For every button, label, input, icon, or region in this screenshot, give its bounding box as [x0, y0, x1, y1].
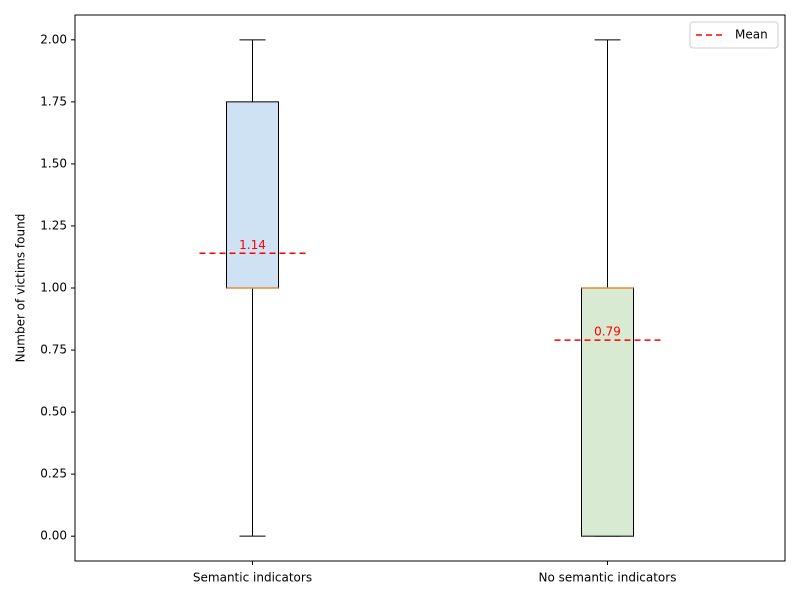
y-tick-label: 0.75 — [40, 343, 67, 357]
mean-label: 1.14 — [239, 238, 266, 252]
y-tick-label: 0.50 — [40, 405, 67, 419]
mean-label: 0.79 — [594, 325, 621, 339]
y-tick-label: 0.00 — [40, 529, 67, 543]
plot-frame — [74, 14, 786, 562]
y-tick-label: 1.00 — [40, 281, 67, 295]
y-tick-label: 1.50 — [40, 156, 67, 170]
legend-box — [689, 21, 779, 49]
x-tick-label: Semantic indicators — [193, 571, 312, 585]
x-tick-label: No semantic indicators — [539, 571, 677, 585]
y-tick-label: 0.25 — [40, 467, 67, 481]
y-tick-label: 2.00 — [40, 32, 67, 46]
y-tick-label: 1.25 — [40, 218, 67, 232]
legend-label: Mean — [735, 28, 768, 42]
y-axis-label: Number of victims found — [14, 214, 28, 363]
box — [581, 287, 634, 537]
box — [226, 101, 279, 289]
y-tick-label: 1.75 — [40, 94, 67, 108]
